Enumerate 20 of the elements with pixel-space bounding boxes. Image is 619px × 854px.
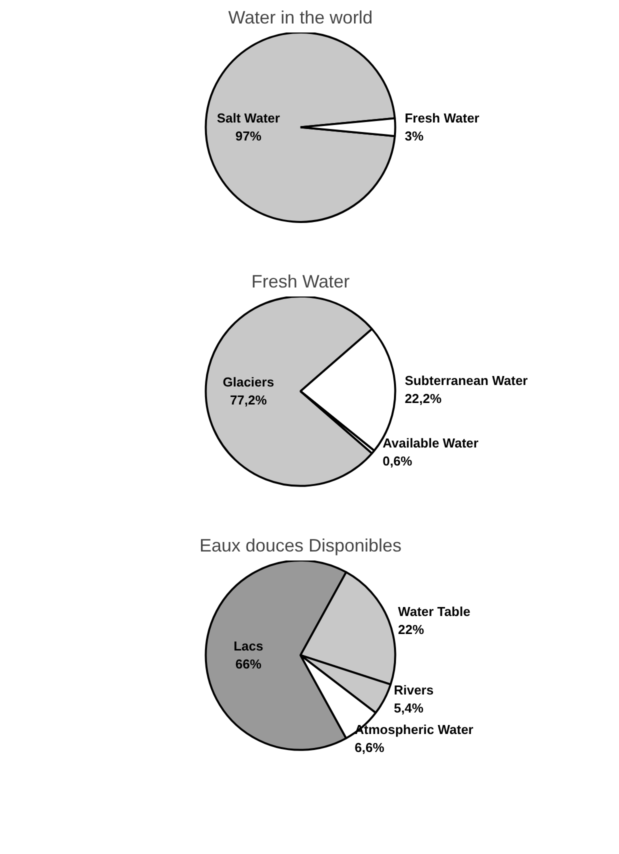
- slice-label: Subterranean Water: [404, 372, 528, 388]
- chart-title: Water in the world: [228, 8, 373, 28]
- slice-label: Available Water: [382, 436, 478, 451]
- slice-label: Glaciers: [222, 374, 274, 390]
- data-label: 77,2%: [230, 392, 268, 408]
- data-label: 22,2%: [404, 390, 442, 406]
- data-label: 66%: [235, 656, 262, 672]
- data-label: 0,6%: [382, 454, 413, 469]
- data-label: 22%: [398, 622, 425, 637]
- data-label: 97%: [235, 128, 262, 144]
- chart-title: Eaux douces Disponibles: [199, 536, 402, 556]
- data-label: 5,4%: [394, 700, 424, 716]
- slice-label: Lacs: [234, 638, 264, 654]
- data-label: 3%: [404, 128, 424, 144]
- slice-label: Water Table: [398, 604, 470, 619]
- slice-label: Rivers: [394, 682, 434, 698]
- data-label: 6,6%: [354, 740, 385, 756]
- slice-label: Salt Water: [216, 110, 280, 126]
- slice-label: Fresh Water: [404, 110, 480, 126]
- chart-title: Fresh Water: [251, 272, 350, 292]
